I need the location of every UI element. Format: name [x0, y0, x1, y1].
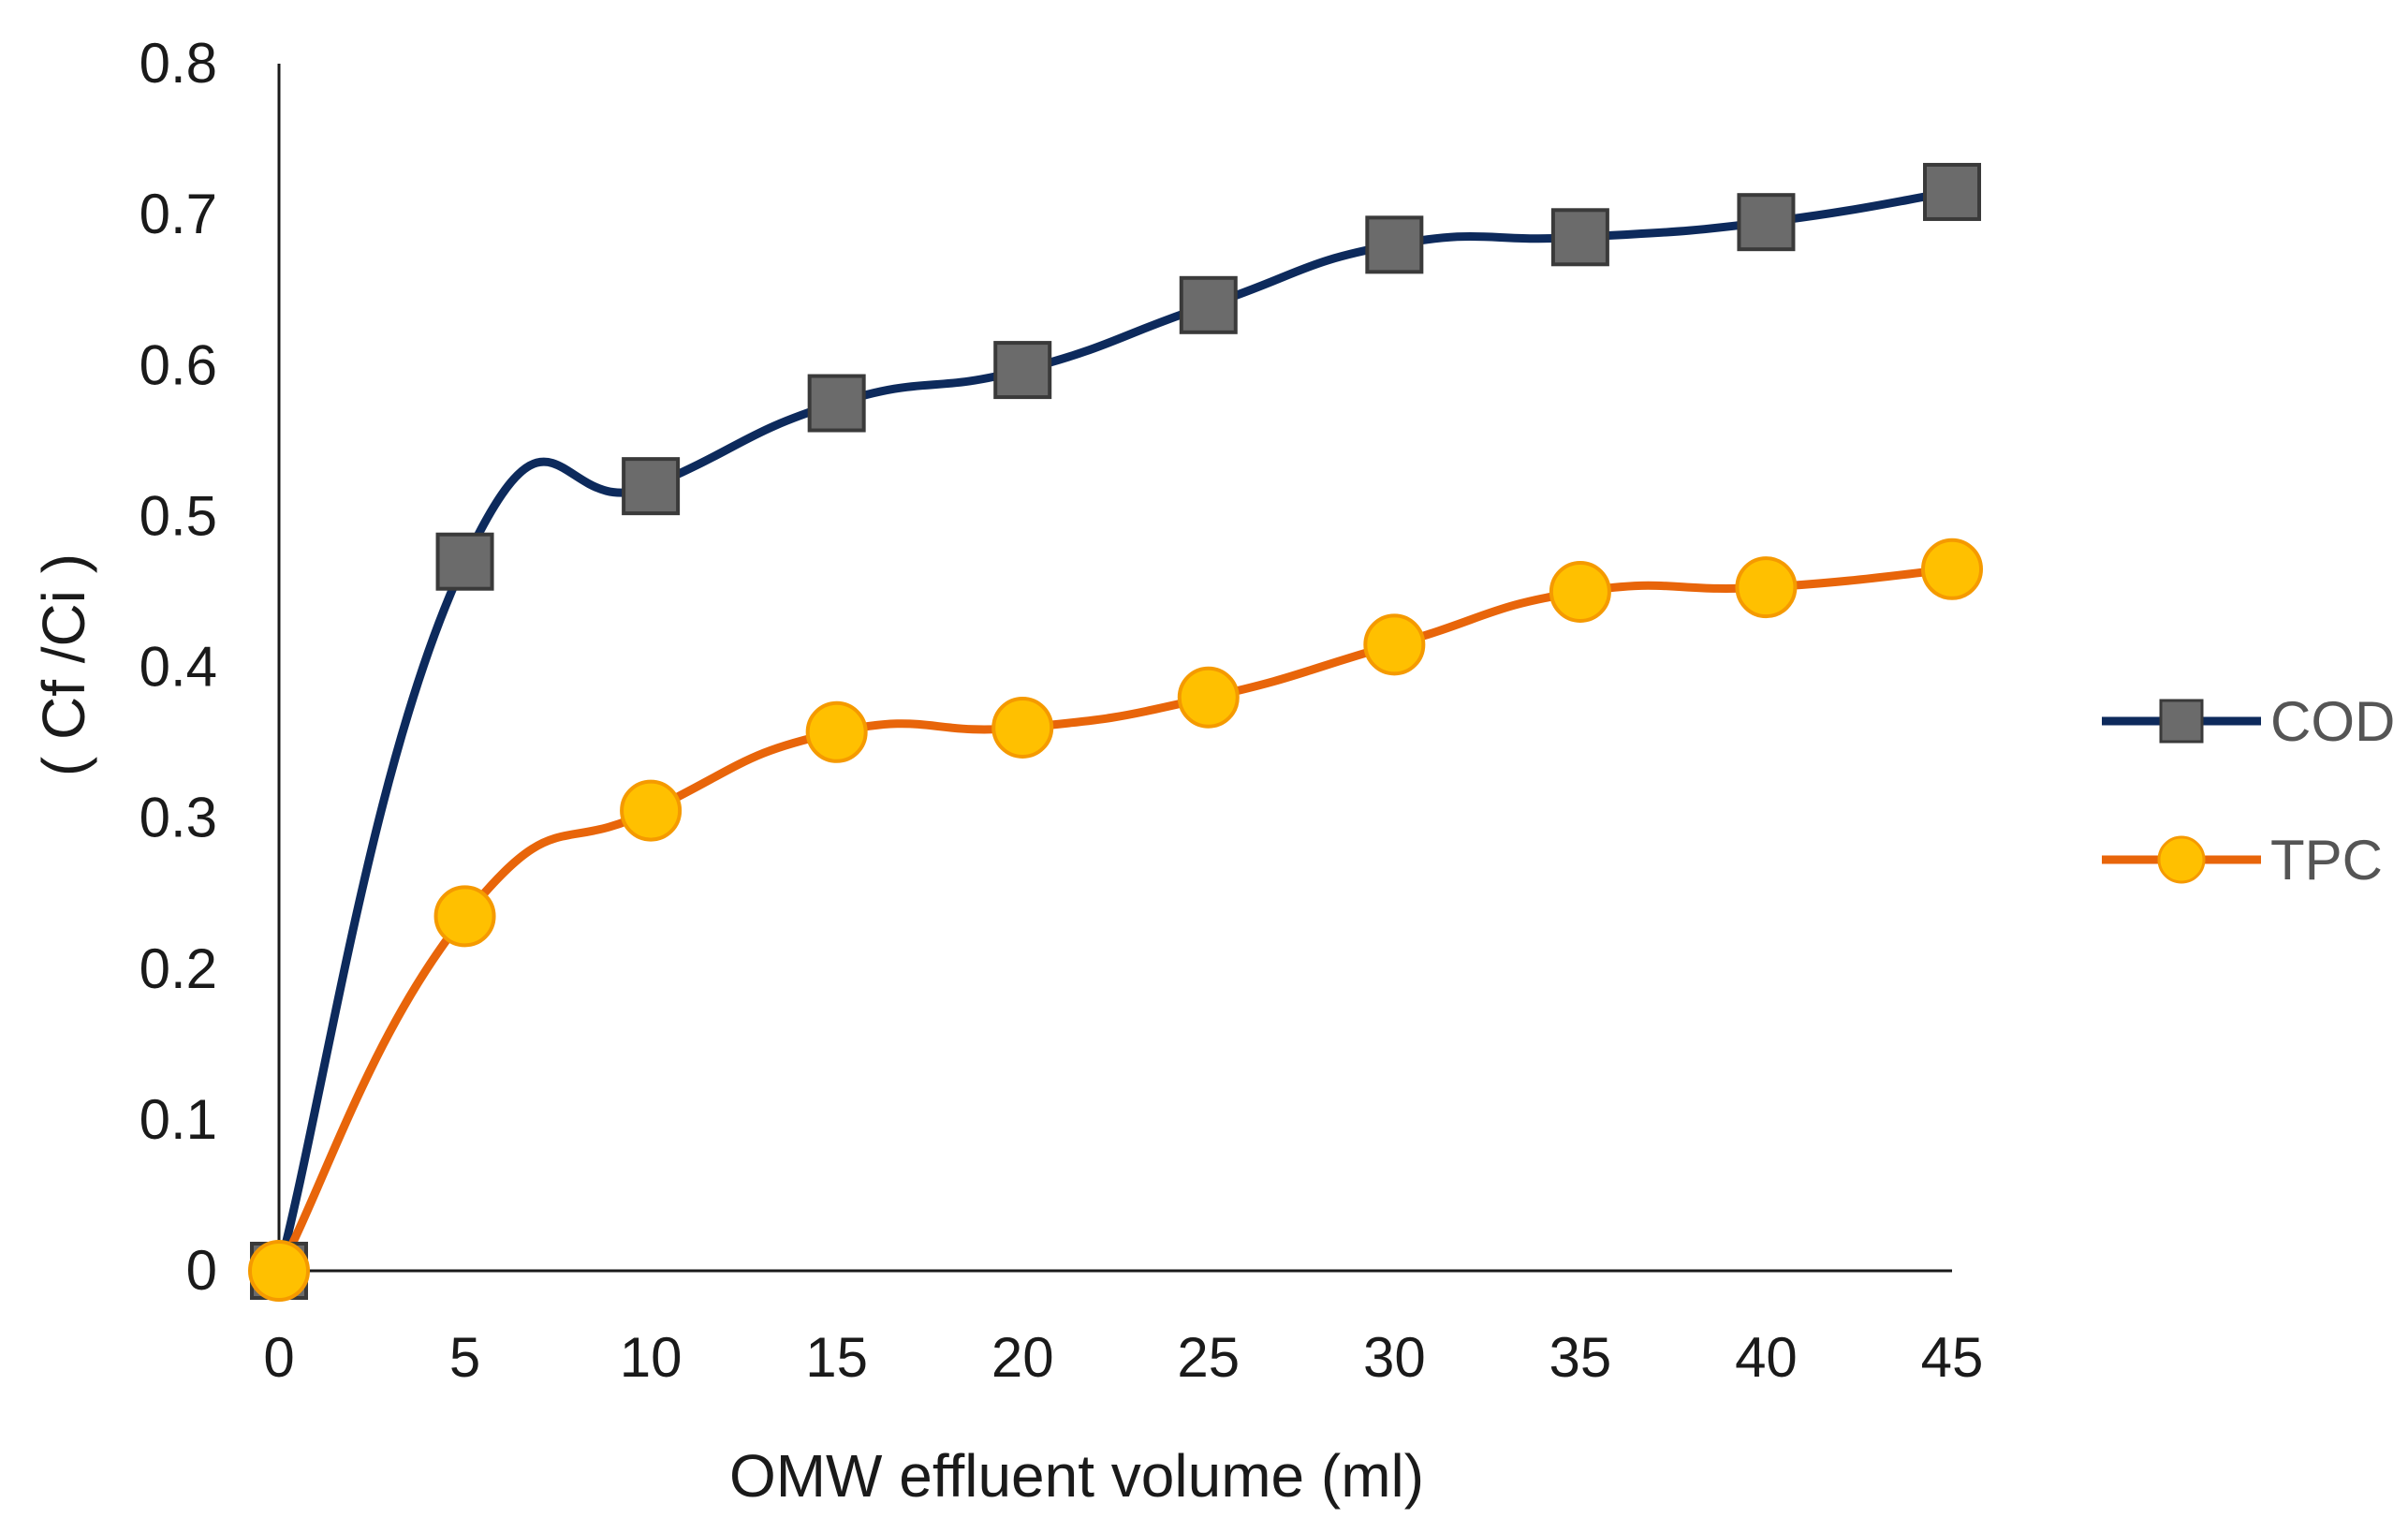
point-cod-3 — [807, 374, 866, 433]
y-axis-title: ( Cf /Ci ) — [30, 553, 97, 776]
y-tick-label-0: 0 — [186, 1239, 217, 1302]
point-cod-1 — [435, 532, 494, 591]
point-tpc-7 — [1549, 560, 1611, 623]
x-tick-label-7: 35 — [1549, 1326, 1612, 1389]
x-tick-label-1: 5 — [449, 1326, 480, 1389]
y-tick-label-5: 0.5 — [139, 484, 217, 547]
x-tick-label-2: 10 — [620, 1326, 683, 1389]
x-tick-label-0: 0 — [263, 1326, 294, 1389]
point-tpc-3 — [805, 700, 868, 763]
legend-label-cod: COD — [2270, 690, 2395, 753]
point-tpc-8 — [1735, 556, 1798, 619]
x-axis-title: OMW effluent volume (ml) — [729, 1442, 1424, 1510]
y-tick-label-3: 0.3 — [139, 787, 217, 849]
point-tpc-4 — [991, 696, 1054, 759]
series-line-tpc — [274, 565, 1957, 1275]
legend-label-tpc: TPC — [2270, 829, 2383, 892]
series-markers — [248, 162, 1983, 1302]
series-lines — [274, 187, 1957, 1275]
y-tick-label-6: 0.6 — [139, 333, 217, 396]
point-cod-4 — [993, 341, 1052, 400]
legend-marker-tpc — [2157, 835, 2206, 884]
x-tick-label-6: 30 — [1363, 1326, 1426, 1389]
y-tick-labels: 0 0.1 0.2 0.3 0.4 0.5 0.6 0.7 0.8 — [139, 32, 217, 1302]
x-tick-label-3: 15 — [805, 1326, 868, 1389]
y-tick-label-1: 0.1 — [139, 1088, 217, 1151]
point-tpc-6 — [1363, 613, 1426, 676]
y-tick-label-4: 0.4 — [139, 636, 217, 699]
axes-group — [277, 64, 1952, 1273]
x-tick-label-4: 20 — [991, 1326, 1054, 1389]
point-tpc-5 — [1177, 666, 1240, 729]
point-cod-8 — [1737, 193, 1796, 252]
y-tick-label-2: 0.2 — [139, 937, 217, 1000]
point-tpc-9 — [1921, 538, 1983, 600]
legend-marker-cod — [2159, 699, 2204, 744]
point-cod-7 — [1550, 208, 1609, 267]
series-line-cod — [274, 187, 1957, 1275]
y-tick-label-8: 0.8 — [139, 32, 217, 95]
point-cod-2 — [622, 457, 681, 516]
point-tpc-2 — [620, 779, 683, 842]
y-tick-label-7: 0.7 — [139, 183, 217, 245]
x-tick-label-9: 45 — [1921, 1326, 1984, 1389]
point-cod-5 — [1179, 275, 1238, 334]
x-tick-label-8: 40 — [1735, 1326, 1798, 1389]
point-tpc-1 — [433, 885, 496, 948]
x-tick-labels: 0 5 10 15 20 25 30 35 40 45 — [263, 1326, 1983, 1389]
point-cod-9 — [1923, 162, 1981, 221]
legend: COD TPC — [2102, 690, 2395, 892]
point-cod-6 — [1365, 215, 1424, 274]
x-tick-label-5: 25 — [1177, 1326, 1240, 1389]
point-tpc-0 — [248, 1240, 310, 1302]
